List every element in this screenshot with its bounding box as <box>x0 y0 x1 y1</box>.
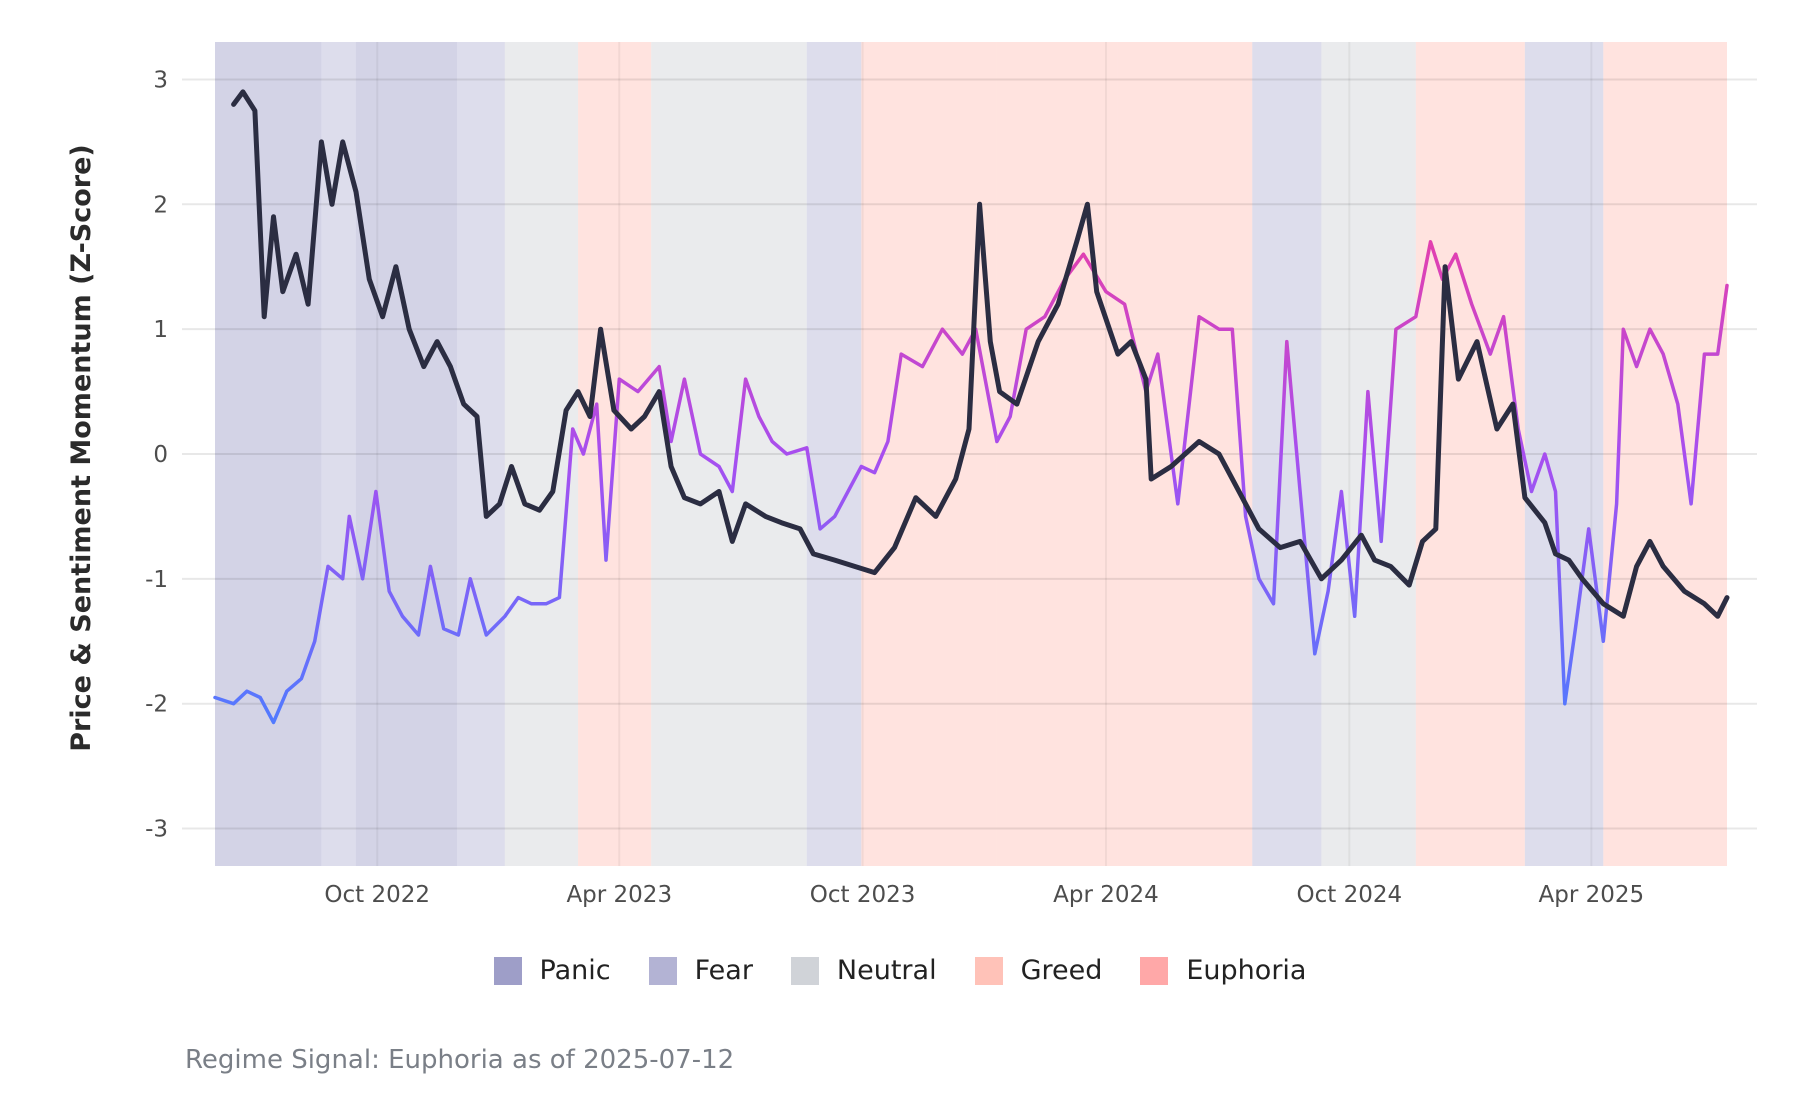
y-tick-label: -2 <box>145 692 168 718</box>
y-tick-label: -1 <box>145 567 168 593</box>
y-tick-labels: -3 -2 -1 0 1 2 3 <box>145 67 168 842</box>
y-axis-title: Price & Sentiment Momentum (Z-Score) <box>66 144 97 752</box>
legend-item-panic: Panic <box>493 955 611 986</box>
regime-band-panic <box>355 42 458 866</box>
grid-lines <box>182 42 1757 866</box>
legend-label: Greed <box>1020 955 1103 986</box>
regime-band-panic <box>215 42 322 866</box>
series-lines <box>213 89 1730 725</box>
legend-item-euphoria: Euphoria <box>1140 955 1306 986</box>
legend-label: Euphoria <box>1186 955 1307 986</box>
x-tick-labels: Oct 2022 Apr 2023 Oct 2023 Apr 2024 Oct 2024… <box>324 882 1644 908</box>
legend-label: Fear <box>694 955 753 986</box>
regime-band-greed <box>996 42 1118 866</box>
x-tick-label: Oct 2022 <box>324 882 430 908</box>
legend-swatch <box>1140 956 1169 985</box>
x-tick-label: Oct 2023 <box>810 882 916 908</box>
x-tick-label: Apr 2025 <box>1539 882 1645 908</box>
x-tick-label: Apr 2023 <box>566 882 672 908</box>
sentiment-momentum-line <box>213 240 1729 725</box>
y-tick-label: -3 <box>145 817 168 843</box>
x-tick-label: Apr 2024 <box>1053 882 1159 908</box>
price-momentum-line <box>231 89 1730 619</box>
regime-band-neutral <box>1321 42 1416 866</box>
regime-band-fear <box>1524 42 1604 866</box>
legend-label: Neutral <box>836 955 937 986</box>
legend-swatch <box>648 956 677 985</box>
x-tick-label: Oct 2024 <box>1297 882 1403 908</box>
sentiment-momentum-chart: -3 -2 -1 0 1 2 3 Oct 2022 Apr 2023 Oct 2023 Apr 2… <box>66 42 1757 908</box>
regime-band-greed <box>1415 42 1525 866</box>
y-tick-label: 2 <box>153 192 168 218</box>
legend-swatch <box>974 956 1003 985</box>
legend-item-greed: Greed <box>974 955 1103 986</box>
regime-band-fear <box>806 42 862 866</box>
legend-swatch <box>493 956 522 985</box>
y-tick-label: 0 <box>153 442 168 468</box>
legend-label: Panic <box>539 955 611 986</box>
regime-band-fear <box>1252 42 1322 866</box>
y-tick-label: 3 <box>153 67 168 93</box>
regime-signal-caption: Regime Signal: Euphoria as of 2025-07-12 <box>185 1045 735 1075</box>
legend-item-fear: Fear <box>648 955 753 986</box>
regime-band-neutral <box>651 42 807 866</box>
legend-item-neutral: Neutral <box>790 955 937 986</box>
regime-band-neutral <box>504 42 579 866</box>
legend-swatch <box>790 956 819 985</box>
regime-legend: Panic Fear Neutral Greed Euphoria <box>0 955 1800 986</box>
y-tick-label: 1 <box>153 317 168 343</box>
regime-band-greed <box>1603 42 1727 866</box>
